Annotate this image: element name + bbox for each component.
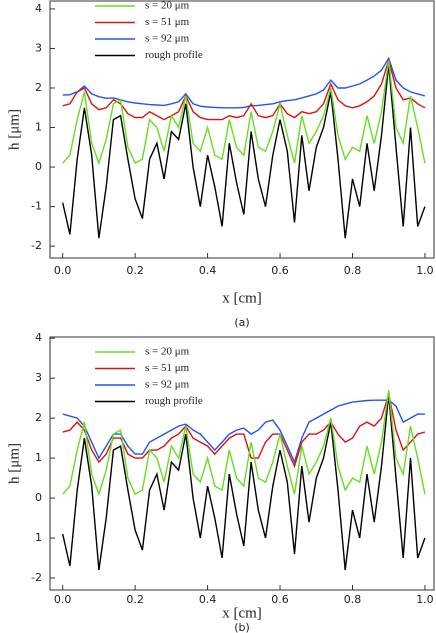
- x-tick-label: 0.2: [126, 593, 144, 606]
- y-tick-label: -1: [31, 200, 42, 213]
- legend-label: rough profile: [145, 49, 203, 61]
- y-axis-label: h [μm]: [6, 109, 22, 150]
- series-line: [62, 399, 425, 465]
- y-tick-label: -2: [31, 571, 42, 584]
- x-tick-label: 0.4: [199, 264, 217, 277]
- legend-label: s = 20 μm: [145, 346, 190, 358]
- x-tick-label: 0.8: [344, 264, 362, 277]
- series-line: [62, 394, 426, 571]
- series-line: [62, 390, 426, 497]
- y-tick-label: 0: [35, 160, 42, 173]
- series-line: [62, 56, 426, 109]
- x-tick-label: 0.6: [271, 264, 289, 277]
- legend-label: s = 51 μm: [145, 362, 190, 374]
- y-tick-label: 4: [35, 2, 42, 15]
- y-tick-label: 1: [35, 451, 42, 464]
- caption: (a): [234, 316, 249, 329]
- caption: (b): [234, 621, 250, 633]
- y-tick-label: 2: [35, 411, 42, 424]
- x-tick-label: 0.6: [271, 593, 289, 606]
- x-axis-label: x [cm]: [222, 605, 262, 621]
- y-tick-label: 1: [35, 531, 42, 544]
- x-tick-label: 1.0: [416, 593, 434, 606]
- legend-label: s = 20 μm: [145, 0, 190, 12]
- x-tick-label: 0.0: [54, 593, 72, 606]
- y-tick-label: 1: [35, 121, 42, 134]
- legend-label: s = 92 μm: [145, 33, 190, 45]
- series-line: [62, 393, 426, 469]
- x-tick-label: 0.4: [199, 593, 217, 606]
- x-axis-label: x [cm]: [222, 290, 262, 306]
- x-tick-label: 0.0: [54, 264, 72, 277]
- y-tick-label: 3: [35, 41, 42, 54]
- series-line: [62, 57, 426, 121]
- plot-frame: [49, 336, 435, 591]
- x-tick-label: 0.2: [126, 264, 144, 277]
- series-line: [62, 60, 426, 166]
- y-axis-label: h [μm]: [6, 443, 22, 484]
- plot-frame: [49, 0, 435, 259]
- x-tick-label: 1.0: [416, 264, 434, 277]
- y-tick-label: 3: [35, 371, 42, 384]
- y-tick-label: 4: [35, 331, 42, 344]
- legend-label: s = 92 μm: [145, 379, 190, 391]
- y-tick-label: 2: [35, 81, 42, 94]
- legend-label: rough profile: [145, 395, 203, 407]
- y-tick-label: 0: [35, 491, 42, 504]
- x-tick-label: 0.8: [344, 593, 362, 606]
- series-line: [62, 64, 426, 239]
- y-tick-label: -2: [31, 239, 42, 252]
- legend-label: s = 51 μm: [145, 16, 190, 28]
